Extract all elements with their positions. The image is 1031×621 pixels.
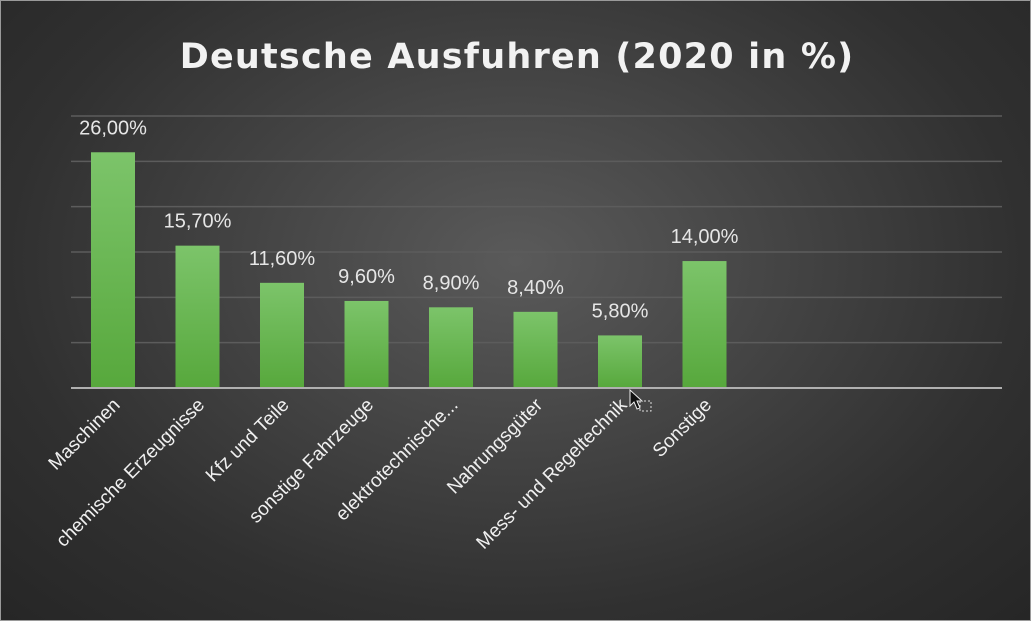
bar [344, 300, 389, 388]
bar [175, 245, 220, 388]
data-label: 8,40% [507, 277, 564, 299]
data-label: 14,00% [671, 226, 739, 248]
chart-title: Deutsche Ausfuhren (2020 in %) [180, 37, 855, 77]
data-label: 9,60% [338, 266, 395, 288]
bar [91, 152, 135, 388]
bar [513, 311, 558, 388]
data-labels: 26,00% 15,70% 11,60% 9,60% 8,90% 8,40% 5,80% 14… [79, 117, 739, 322]
bar [682, 261, 727, 388]
category-tick-label: chemische Erzeugnisse [52, 395, 209, 552]
category-tick-label: Sonstige [649, 395, 716, 462]
bar [260, 282, 304, 388]
gridlines [71, 115, 1002, 344]
bar [598, 335, 642, 388]
category-tick-label: Kfz und Teile [202, 395, 294, 487]
data-label: 11,60% [249, 248, 316, 270]
mouse-pointer-icon [629, 388, 652, 412]
bars [91, 152, 727, 388]
data-label: 5,80% [592, 300, 649, 322]
category-tick-label: Maschinen [45, 395, 125, 475]
data-label: 15,70% [164, 211, 232, 233]
bar [429, 307, 473, 388]
data-label: 26,00% [79, 117, 147, 139]
category-tick-label: Mess- und Regeltechnik [473, 394, 632, 553]
data-label: 8,90% [423, 272, 480, 294]
